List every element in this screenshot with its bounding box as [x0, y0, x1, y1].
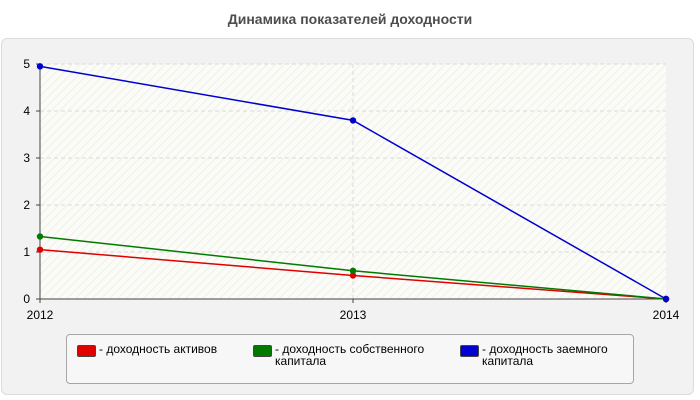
legend-label-borrowed: - доходность заемного капитала [482, 342, 608, 368]
y-tick-label: 1 [23, 245, 30, 259]
data-point-1 [36, 233, 44, 240]
data-point-0 [349, 272, 357, 279]
x-tick-label: 2013 [340, 308, 367, 322]
legend: - доходность активов - доходность собств… [66, 334, 634, 384]
y-tick-label: 4 [23, 104, 30, 118]
y-tick-label: 2 [23, 198, 30, 212]
plot-area [40, 64, 666, 299]
legend-label-equity: - доходность собственного капитала [275, 342, 425, 368]
data-point-2 [662, 295, 670, 303]
data-point-1 [349, 267, 357, 274]
y-tick-label: 3 [23, 151, 30, 165]
legend-swatch-equity [253, 345, 272, 357]
x-tick-label: 2012 [27, 308, 54, 322]
legend-label-assets: - доходность активов [99, 342, 218, 356]
data-point-2 [349, 117, 357, 124]
data-point-2 [36, 63, 44, 70]
y-tick-label: 5 [23, 57, 30, 71]
chart-title: Динамика показателей доходности [227, 11, 473, 27]
legend-swatch-borrowed [460, 345, 479, 357]
legend-swatch-assets [77, 345, 96, 357]
y-tick-label: 0 [23, 292, 30, 306]
data-point-0 [36, 246, 44, 253]
x-tick-label: 2014 [653, 308, 680, 322]
